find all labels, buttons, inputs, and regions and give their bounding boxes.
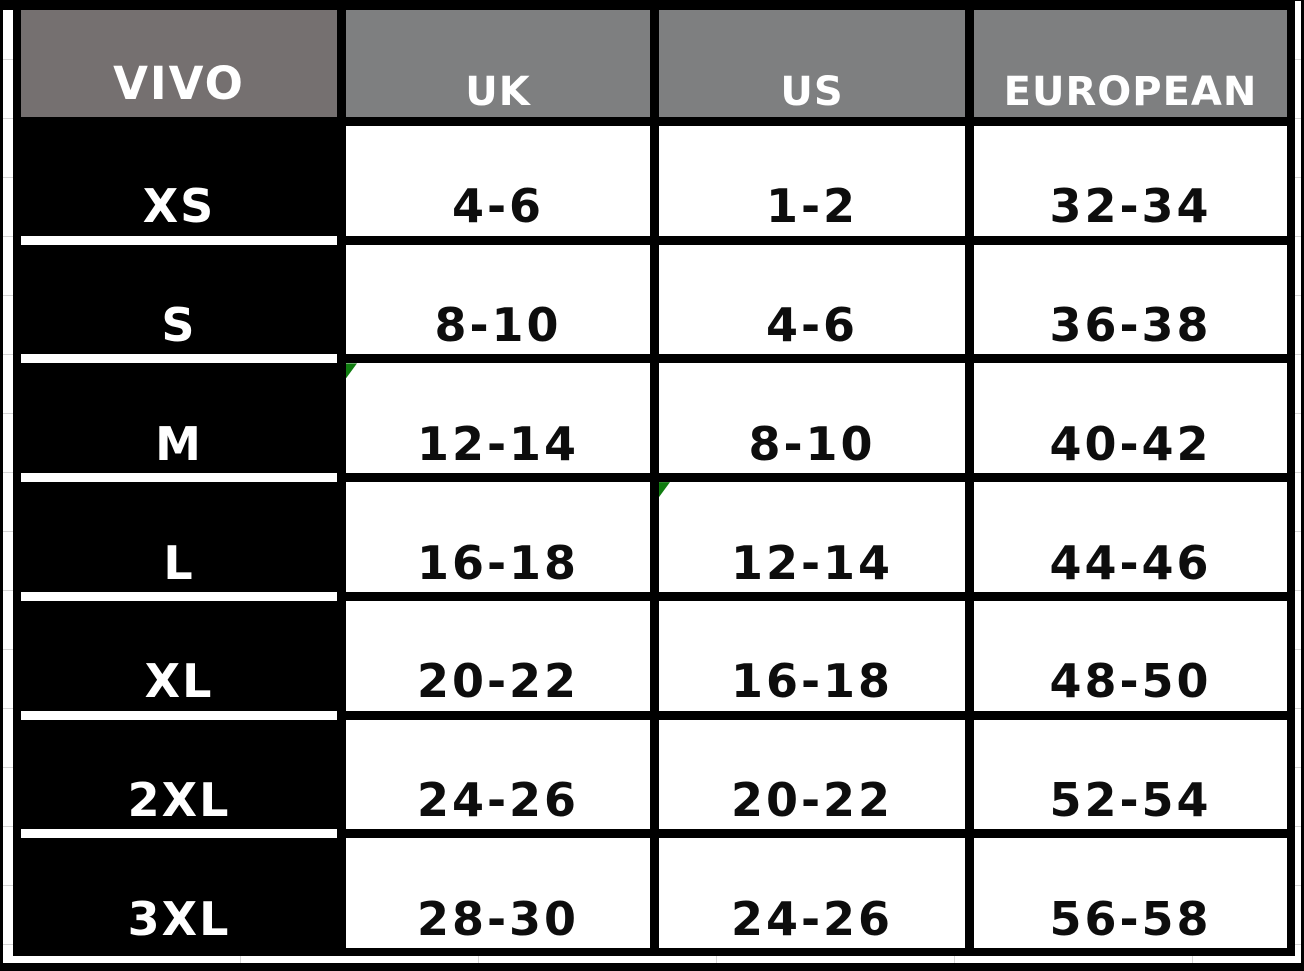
uk-value-cell: 24-26	[346, 719, 650, 830]
cell-value: 48-50	[1049, 654, 1212, 709]
european-value-cell: 52-54	[974, 719, 1287, 830]
error-flag-icon	[659, 482, 670, 498]
error-flag-icon	[346, 363, 357, 379]
cell-value: 8-10	[434, 298, 562, 353]
uk-value-cell: 20-22	[346, 600, 650, 711]
cell-value: 12-14	[416, 416, 580, 471]
size-label-cell: M	[21, 363, 337, 482]
size-label-cell: 2XL	[21, 719, 337, 838]
european-value-cell: 40-42	[974, 363, 1287, 474]
cell-value: 16-18	[730, 654, 894, 709]
size-label: XL	[144, 654, 214, 709]
cell-value: 16-18	[416, 535, 580, 590]
cell-value: 1-2	[765, 179, 859, 234]
us-value-cell: 8-10	[659, 363, 965, 474]
cell-value: 8-10	[748, 416, 876, 471]
european-value-cell: 32-34	[974, 126, 1287, 236]
size-label: 3XL	[127, 891, 231, 946]
column-header-us: US	[659, 10, 965, 117]
cell-value: 12-14	[730, 535, 894, 590]
column-header-uk: UK	[346, 10, 650, 117]
column-header-label: EUROPEAN	[1003, 69, 1258, 115]
us-value-cell: 20-22	[659, 719, 965, 830]
size-label: S	[161, 298, 197, 353]
cell-value: 52-54	[1049, 772, 1212, 827]
cell-value: 24-26	[730, 891, 894, 946]
cell-value: 4-6	[451, 179, 545, 234]
us-value-cell: 24-26	[659, 838, 965, 948]
column-header-european: EUROPEAN	[974, 10, 1287, 117]
uk-value-cell: 4-6	[346, 126, 650, 236]
uk-value-cell: 16-18	[346, 482, 650, 592]
size-label: L	[163, 535, 195, 590]
size-label-cell: S	[21, 244, 337, 364]
size-label-cell: 3XL	[21, 838, 337, 948]
size-label: 2XL	[127, 772, 231, 827]
cell-value: 28-30	[416, 891, 580, 946]
cell-value: 56-58	[1049, 891, 1212, 946]
uk-value-cell: 12-14	[346, 363, 650, 474]
size-label-cell: XL	[21, 600, 337, 720]
size-label: M	[155, 416, 203, 471]
corner-patch	[0, 0, 14, 10]
european-value-cell: 56-58	[974, 838, 1287, 948]
uk-value-cell: 28-30	[346, 838, 650, 948]
cell-value: 24-26	[416, 772, 580, 827]
us-value-cell: 1-2	[659, 126, 965, 236]
cell-value: 20-22	[730, 772, 894, 827]
european-value-cell: 48-50	[974, 600, 1287, 711]
uk-value-cell: 8-10	[346, 244, 650, 355]
size-chart-table: VIVO UK US EUROPEAN XS 4-6 1-2 32-34 S 8…	[13, 1, 1295, 956]
size-label-cell: XS	[21, 126, 337, 245]
us-value-cell: 4-6	[659, 244, 965, 355]
cell-value: 4-6	[765, 298, 859, 353]
us-value-cell: 16-18	[659, 600, 965, 711]
size-label-cell: L	[21, 482, 337, 601]
cell-value: 32-34	[1049, 179, 1212, 234]
column-header-label: UK	[465, 69, 531, 115]
brand-label: VIVO	[113, 56, 245, 110]
size-label: XS	[142, 179, 216, 234]
us-value-cell: 12-14	[659, 482, 965, 592]
european-value-cell: 44-46	[974, 482, 1287, 592]
cell-value: 20-22	[416, 654, 580, 709]
cell-value: 36-38	[1049, 298, 1212, 353]
brand-header-cell: VIVO	[21, 10, 337, 117]
cell-value: 44-46	[1049, 535, 1212, 590]
european-value-cell: 36-38	[974, 244, 1287, 355]
cell-value: 40-42	[1049, 416, 1212, 471]
column-header-label: US	[780, 69, 844, 115]
